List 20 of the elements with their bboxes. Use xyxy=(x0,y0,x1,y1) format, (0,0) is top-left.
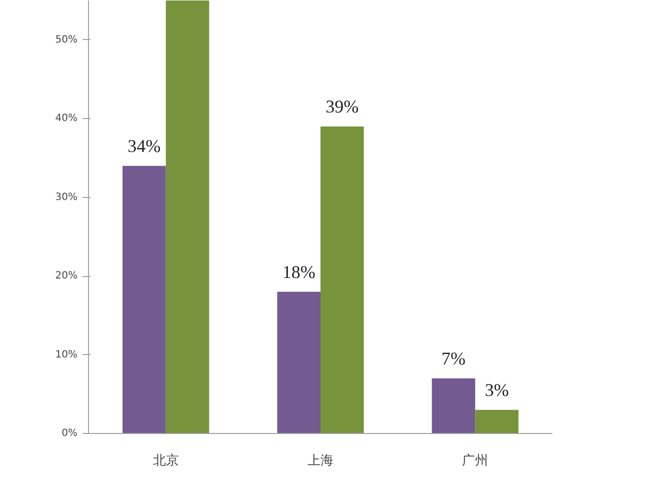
data-label: 34% xyxy=(128,136,161,156)
data-label: 39% xyxy=(326,96,359,116)
y-tick-label: 50% xyxy=(55,34,78,46)
y-tick-label: 40% xyxy=(55,113,78,124)
y-tick-label: 0% xyxy=(62,428,78,439)
x-tick-label: 上海 xyxy=(308,454,334,468)
bar xyxy=(432,378,476,434)
data-label: 3% xyxy=(484,380,509,400)
bar xyxy=(320,126,364,434)
bar xyxy=(277,292,320,434)
y-tick-label: 10% xyxy=(55,349,78,360)
bar xyxy=(475,410,518,434)
x-tick-label: 广州 xyxy=(462,454,488,468)
bar xyxy=(166,0,210,434)
y-tick-label: 30% xyxy=(55,192,78,203)
bar xyxy=(122,166,166,434)
y-tick-label: 20% xyxy=(55,270,78,282)
data-label: 7% xyxy=(442,348,466,368)
x-tick-label: 北京 xyxy=(152,454,179,468)
data-label: 18% xyxy=(282,262,316,282)
